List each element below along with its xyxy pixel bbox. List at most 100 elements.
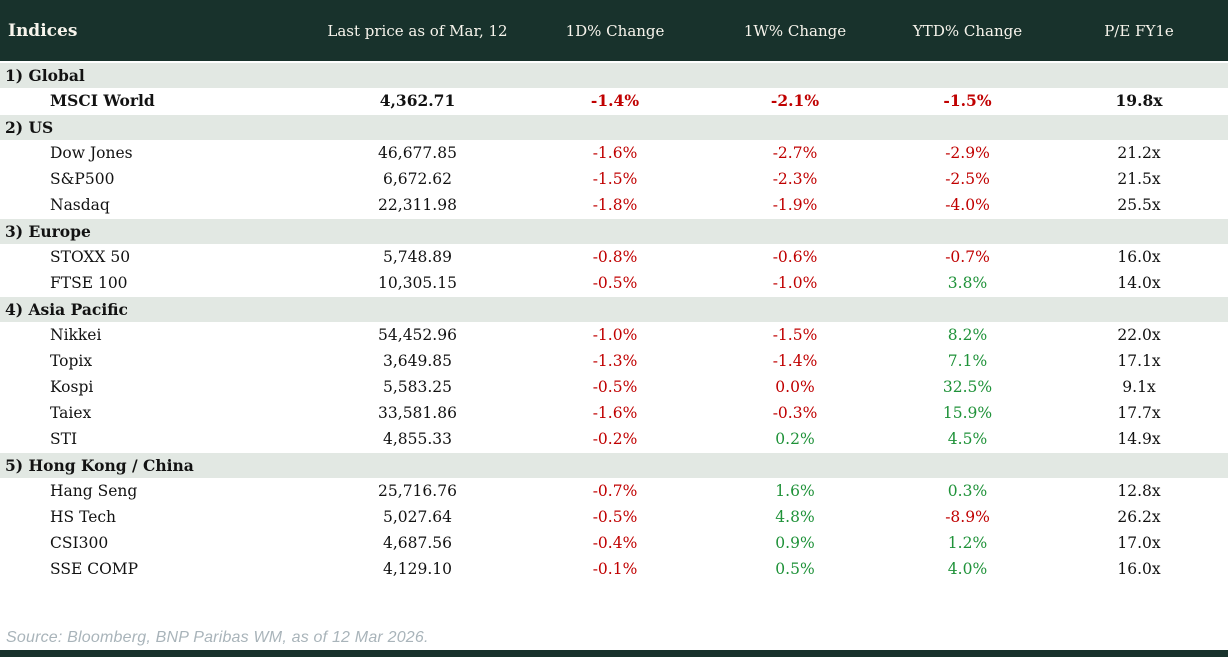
index-name-cell: S&P500 [50, 170, 115, 188]
last-price-cell: 25,716.76 [378, 482, 457, 500]
1d-change-cell: -1.6% [592, 144, 638, 162]
ytd-change-cell: 3.8% [947, 273, 988, 292]
1d-change-cell: -1.3% [592, 352, 638, 370]
ytd-change-cell: -2.9% [945, 144, 990, 162]
1d-change-cell: -0.5% [592, 508, 638, 526]
1d-change-cell: -0.8% [592, 248, 638, 266]
indices-table-body: 1) Global MSCI World 4,362.71 -1.4% -2.1% -1.… [0, 62, 1228, 582]
1w-change-cell: -2.3% [772, 170, 818, 188]
col-header-1d-change: 1D% Change [565, 21, 665, 40]
index-row: CSI300 4,687.56 -0.4% 0.9% 1.2% 17.0x [0, 530, 1228, 556]
col-header-indices: Indices [8, 20, 78, 41]
index-row: FTSE 100 10,305.15 -0.5% -1.0% 3.8% 14.0x [0, 270, 1228, 296]
1w-change-cell: -2.1% [770, 91, 820, 110]
pe-cell: 14.9x [1117, 429, 1161, 448]
pe-cell: 9.1x [1122, 378, 1156, 396]
1d-change-cell: -1.5% [592, 170, 638, 188]
index-name-cell: FTSE 100 [50, 273, 128, 292]
pe-cell: 17.0x [1117, 534, 1161, 552]
index-name-cell: SSE COMP [50, 560, 139, 578]
section-label: 4) Asia Pacific [5, 300, 128, 319]
section-label: 1) Global [5, 66, 85, 85]
section-row: 4) Asia Pacific [0, 296, 1228, 322]
index-row: Nasdaq 22,311.98 -1.8% -1.9% -4.0% 25.5x [0, 192, 1228, 218]
1d-change-cell: -0.1% [592, 560, 638, 578]
last-price-cell: 46,677.85 [378, 144, 457, 162]
index-name-cell: STI [50, 429, 78, 448]
1w-change-cell: -1.5% [772, 326, 818, 344]
index-row: MSCI World 4,362.71 -1.4% -2.1% -1.5% 19.8x [0, 88, 1228, 114]
col-header-1w-change: 1W% Change [743, 21, 847, 40]
last-price-cell: 10,305.15 [378, 273, 457, 292]
ytd-change-cell: -4.0% [945, 195, 990, 214]
index-name-cell: MSCI World [50, 91, 155, 110]
index-row: STI 4,855.33 -0.2% 0.2% 4.5% 14.9x [0, 426, 1228, 452]
section-label: 3) Europe [5, 222, 91, 241]
index-name-cell: Hang Seng [50, 482, 138, 500]
1d-change-cell: -1.6% [592, 404, 638, 422]
indices-table: Indices Last price as of Mar, 12 1D% Cha… [0, 0, 1228, 582]
pe-cell: 25.5x [1117, 195, 1161, 214]
pe-cell: 14.0x [1117, 273, 1161, 292]
index-row: SSE COMP 4,129.10 -0.1% 0.5% 4.0% 16.0x [0, 556, 1228, 582]
1d-change-cell: -1.8% [592, 195, 638, 214]
header-row: Indices Last price as of Mar, 12 1D% Cha… [0, 0, 1228, 62]
last-price-cell: 5,583.25 [382, 378, 453, 396]
1w-change-cell: 0.2% [775, 429, 815, 448]
col-header-ytd-change: YTD% Change [912, 21, 1023, 40]
index-row: STOXX 50 5,748.89 -0.8% -0.6% -0.7% 16.0x [0, 244, 1228, 270]
pe-cell: 17.1x [1117, 352, 1161, 370]
last-price-cell: 4,362.71 [379, 91, 456, 110]
index-name-cell: Nikkei [50, 326, 102, 344]
pe-cell: 22.0x [1117, 326, 1161, 344]
index-row: Taiex 33,581.86 -1.6% -0.3% 15.9% 17.7x [0, 400, 1228, 426]
ytd-change-cell: 15.9% [942, 404, 993, 422]
1w-change-cell: -1.4% [772, 352, 818, 370]
ytd-change-cell: 4.0% [947, 560, 988, 578]
index-row: Hang Seng 25,716.76 -0.7% 1.6% 0.3% 12.8x [0, 478, 1228, 504]
pe-cell: 26.2x [1117, 508, 1161, 526]
table-header: Indices Last price as of Mar, 12 1D% Cha… [0, 0, 1228, 62]
1w-change-cell: 0.0% [775, 378, 815, 396]
last-price-cell: 4,855.33 [382, 429, 453, 448]
1w-change-cell: -1.0% [772, 273, 818, 292]
index-name-cell: CSI300 [50, 534, 109, 552]
ytd-change-cell: 4.5% [947, 429, 988, 448]
1w-change-cell: 4.8% [775, 508, 815, 526]
1w-change-cell: 1.6% [775, 482, 815, 500]
1w-change-cell: -2.7% [772, 144, 818, 162]
ytd-change-cell: -0.7% [945, 248, 990, 266]
last-price-cell: 5,027.64 [382, 508, 453, 526]
pe-cell: 19.8x [1115, 91, 1163, 110]
last-price-cell: 22,311.98 [378, 195, 457, 214]
1w-change-cell: -0.6% [772, 248, 818, 266]
index-row: S&P500 6,672.62 -1.5% -2.3% -2.5% 21.5x [0, 166, 1228, 192]
section-row: 1) Global [0, 62, 1228, 88]
1w-change-cell: 0.9% [775, 534, 815, 552]
last-price-cell: 54,452.96 [378, 326, 457, 344]
col-header-last-price: Last price as of Mar, 12 [327, 21, 508, 40]
1d-change-cell: -0.7% [592, 482, 638, 500]
1w-change-cell: 0.5% [775, 560, 815, 578]
1d-change-cell: -1.4% [590, 91, 640, 110]
ytd-change-cell: 0.3% [947, 482, 988, 500]
last-price-cell: 5,748.89 [382, 248, 453, 266]
ytd-change-cell: -8.9% [945, 508, 990, 526]
1d-change-cell: -0.2% [592, 429, 638, 448]
ytd-change-cell: -2.5% [945, 170, 990, 188]
last-price-cell: 6,672.62 [382, 170, 453, 188]
1d-change-cell: -0.5% [592, 273, 638, 292]
pe-cell: 21.2x [1117, 144, 1161, 162]
1w-change-cell: -1.9% [772, 195, 818, 214]
bottom-bar [0, 650, 1228, 657]
1d-change-cell: -1.0% [592, 326, 638, 344]
ytd-change-cell: -1.5% [943, 91, 992, 110]
index-row: Kospi 5,583.25 -0.5% 0.0% 32.5% 9.1x [0, 374, 1228, 400]
last-price-cell: 4,687.56 [382, 534, 453, 552]
1w-change-cell: -0.3% [772, 404, 818, 422]
last-price-cell: 33,581.86 [378, 404, 457, 422]
1d-change-cell: -0.5% [592, 378, 638, 396]
index-row: Topix 3,649.85 -1.3% -1.4% 7.1% 17.1x [0, 348, 1228, 374]
pe-cell: 17.7x [1117, 404, 1161, 422]
section-row: 3) Europe [0, 218, 1228, 244]
